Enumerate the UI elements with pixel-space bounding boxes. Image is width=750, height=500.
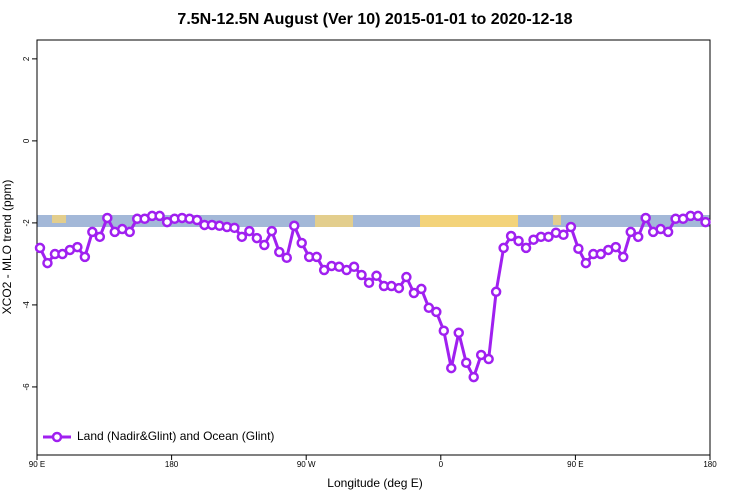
data-point	[431, 306, 442, 318]
x-tick-label: 180	[703, 460, 717, 469]
data-point	[700, 216, 711, 228]
data-point	[229, 222, 240, 234]
data-point	[266, 225, 278, 237]
data-point	[558, 229, 569, 241]
x-tick-label: 0	[439, 460, 444, 469]
data-point	[543, 231, 554, 243]
data-point	[274, 246, 285, 258]
x-tick-label: 180	[165, 460, 179, 469]
map-land	[52, 215, 66, 223]
data-point	[662, 226, 674, 238]
data-point	[632, 231, 644, 243]
data-point	[625, 226, 636, 238]
data-point	[453, 327, 464, 339]
y-tick-label: -6	[22, 383, 31, 391]
data-point	[311, 251, 322, 263]
data-point	[259, 239, 270, 251]
legend-marker	[51, 431, 63, 443]
data-point	[348, 261, 360, 273]
y-tick-label: -2	[22, 219, 31, 227]
data-point	[371, 270, 382, 282]
data-point	[318, 264, 330, 276]
map-land	[420, 215, 518, 227]
data-point	[416, 283, 427, 295]
data-point	[87, 226, 98, 238]
data-point	[244, 225, 255, 237]
data-point	[401, 271, 412, 283]
data-point	[475, 349, 487, 361]
data-point	[610, 241, 622, 253]
data-point	[42, 257, 53, 269]
data-point	[423, 302, 435, 314]
data-point	[191, 214, 203, 226]
data-point	[34, 242, 46, 254]
data-point	[520, 242, 532, 254]
data-point	[57, 248, 68, 260]
data-point	[393, 282, 405, 294]
x-tick-label: 90 W	[297, 460, 316, 469]
data-point	[483, 353, 494, 365]
map-land	[315, 215, 353, 227]
data-point	[236, 231, 248, 243]
y-tick-label: 0	[22, 138, 31, 143]
data-point	[356, 269, 367, 281]
data-point	[251, 232, 263, 244]
data-point	[438, 325, 450, 336]
data-point	[505, 230, 517, 242]
data-point	[72, 241, 83, 253]
data-point	[573, 243, 584, 254]
legend-label: Land (Nadir&Glint) and Ocean (Glint)	[77, 429, 274, 443]
map-land	[553, 215, 561, 225]
data-point	[692, 210, 704, 222]
data-point	[595, 248, 607, 260]
data-point	[498, 242, 509, 254]
data-point	[281, 252, 293, 264]
data-point	[580, 257, 592, 269]
x-tick-label: 90 E	[29, 460, 45, 469]
data-point	[468, 371, 479, 383]
chart-title: 7.5N-12.5N August (Ver 10) 2015-01-01 to…	[177, 11, 572, 28]
data-point	[618, 251, 629, 263]
data-point	[288, 220, 300, 232]
y-tick-label: -4	[22, 301, 31, 309]
data-point	[102, 212, 113, 224]
data-point	[640, 212, 651, 224]
data-point	[408, 287, 420, 299]
data-point	[154, 210, 165, 222]
data-point	[124, 226, 135, 238]
x-axis-label: Longitude (deg E)	[327, 476, 422, 490]
data-point	[513, 235, 524, 247]
data-point	[446, 362, 457, 374]
data-point	[460, 357, 472, 368]
y-tick-label: 2	[22, 56, 31, 61]
data-point	[296, 237, 307, 249]
data-point	[363, 277, 375, 289]
data-point	[79, 251, 91, 263]
data-point	[565, 221, 577, 233]
data-line	[38, 214, 707, 381]
y-axis-label: XCO2 - MLO trend (ppm)	[0, 180, 14, 315]
data-point	[490, 286, 502, 298]
data-point	[94, 231, 106, 243]
x-tick-label: 90 E	[567, 460, 583, 469]
